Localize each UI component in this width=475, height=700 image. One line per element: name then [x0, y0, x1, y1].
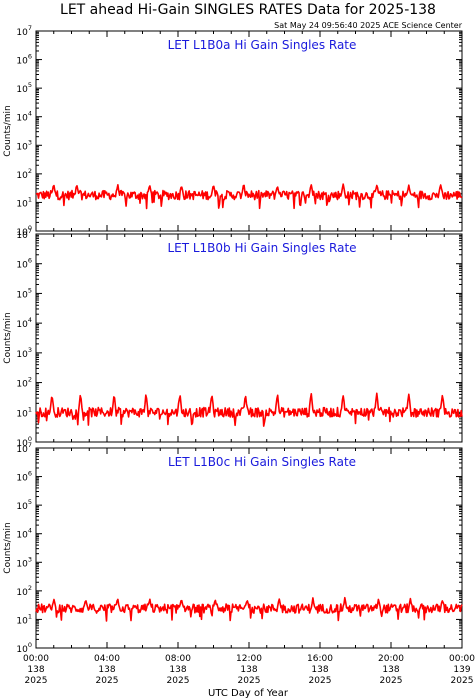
- x-tick-label: 2025: [238, 676, 261, 686]
- x-tick-label: 2025: [451, 676, 474, 686]
- x-tick-labels: 00:00138202504:00138202508:00138202512:0…: [23, 654, 475, 686]
- y-tick-label: 103: [16, 138, 32, 152]
- y-tick-label: 104: [16, 527, 32, 541]
- data-series-line: [35, 596, 463, 622]
- y-tick-label: 103: [16, 555, 32, 569]
- y-tick-label: 106: [16, 470, 32, 484]
- x-tick-label: 2025: [25, 676, 48, 686]
- y-tick-label: 101: [16, 405, 32, 419]
- x-tick-label: 138: [98, 665, 115, 675]
- x-tick-label: 00:00: [449, 654, 475, 664]
- y-tick-label: 104: [16, 110, 32, 124]
- timestamp: Sat May 24 09:56:40 2025 ACE Science Cen…: [274, 21, 463, 30]
- y-tick-label: 105: [16, 81, 32, 95]
- x-tick-label: 00:00: [23, 654, 49, 664]
- y-tick-label: 105: [16, 286, 32, 300]
- x-tick-label: 16:00: [307, 654, 333, 664]
- x-tick-label: 12:00: [236, 654, 262, 664]
- y-tick-label: 103: [16, 346, 32, 360]
- y-tick-label: 102: [16, 167, 32, 181]
- y-tick-label: 102: [16, 584, 32, 598]
- x-tick-label: 2025: [380, 676, 403, 686]
- y-tick-label: 106: [16, 257, 32, 271]
- y-axis-label: Counts/min: [3, 312, 13, 363]
- y-tick-label: 106: [16, 53, 32, 67]
- x-axis-label: UTC Day of Year: [208, 688, 289, 699]
- y-tick-label: 102: [16, 376, 32, 390]
- chart-title: LET ahead Hi-Gain SINGLES RATES Data for…: [60, 2, 436, 18]
- x-tick-label: 08:00: [165, 654, 191, 664]
- y-tick-label: 104: [16, 316, 32, 330]
- x-tick-label: 20:00: [378, 654, 404, 664]
- panel-title: LET L1B0c Hi Gain Singles Rate: [168, 455, 356, 469]
- x-tick-label: 2025: [167, 676, 190, 686]
- x-tick-label: 138: [240, 665, 257, 675]
- y-tick-label: 101: [16, 195, 32, 209]
- y-axis-label: Counts/min: [3, 522, 13, 573]
- y-tick-label: 100: [16, 641, 32, 655]
- x-tick-label: 138: [311, 665, 328, 675]
- y-axis-label: Counts/min: [3, 105, 13, 156]
- x-tick-label: 04:00: [94, 654, 120, 664]
- panels: 100 101 102 103 104 105 106 107 Counts/min LET L1…: [3, 24, 475, 686]
- data-series-line: [35, 183, 463, 210]
- x-tick-label: 2025: [96, 676, 119, 686]
- y-tick-label: 105: [16, 498, 32, 512]
- panel-title: LET L1B0a Hi Gain Singles Rate: [168, 38, 357, 52]
- x-tick-label: 138: [27, 665, 44, 675]
- x-tick-label: 138: [169, 665, 186, 675]
- x-tick-label: 138: [382, 665, 399, 675]
- x-tick-label: 139: [453, 665, 470, 675]
- panel-title: LET L1B0b Hi Gain Singles Rate: [167, 241, 356, 255]
- x-tick-label: 2025: [309, 676, 332, 686]
- y-tick-label: 107: [16, 24, 32, 38]
- y-tick-label: 101: [16, 612, 32, 626]
- data-series-line: [35, 392, 463, 427]
- plot-frame: [35, 30, 463, 232]
